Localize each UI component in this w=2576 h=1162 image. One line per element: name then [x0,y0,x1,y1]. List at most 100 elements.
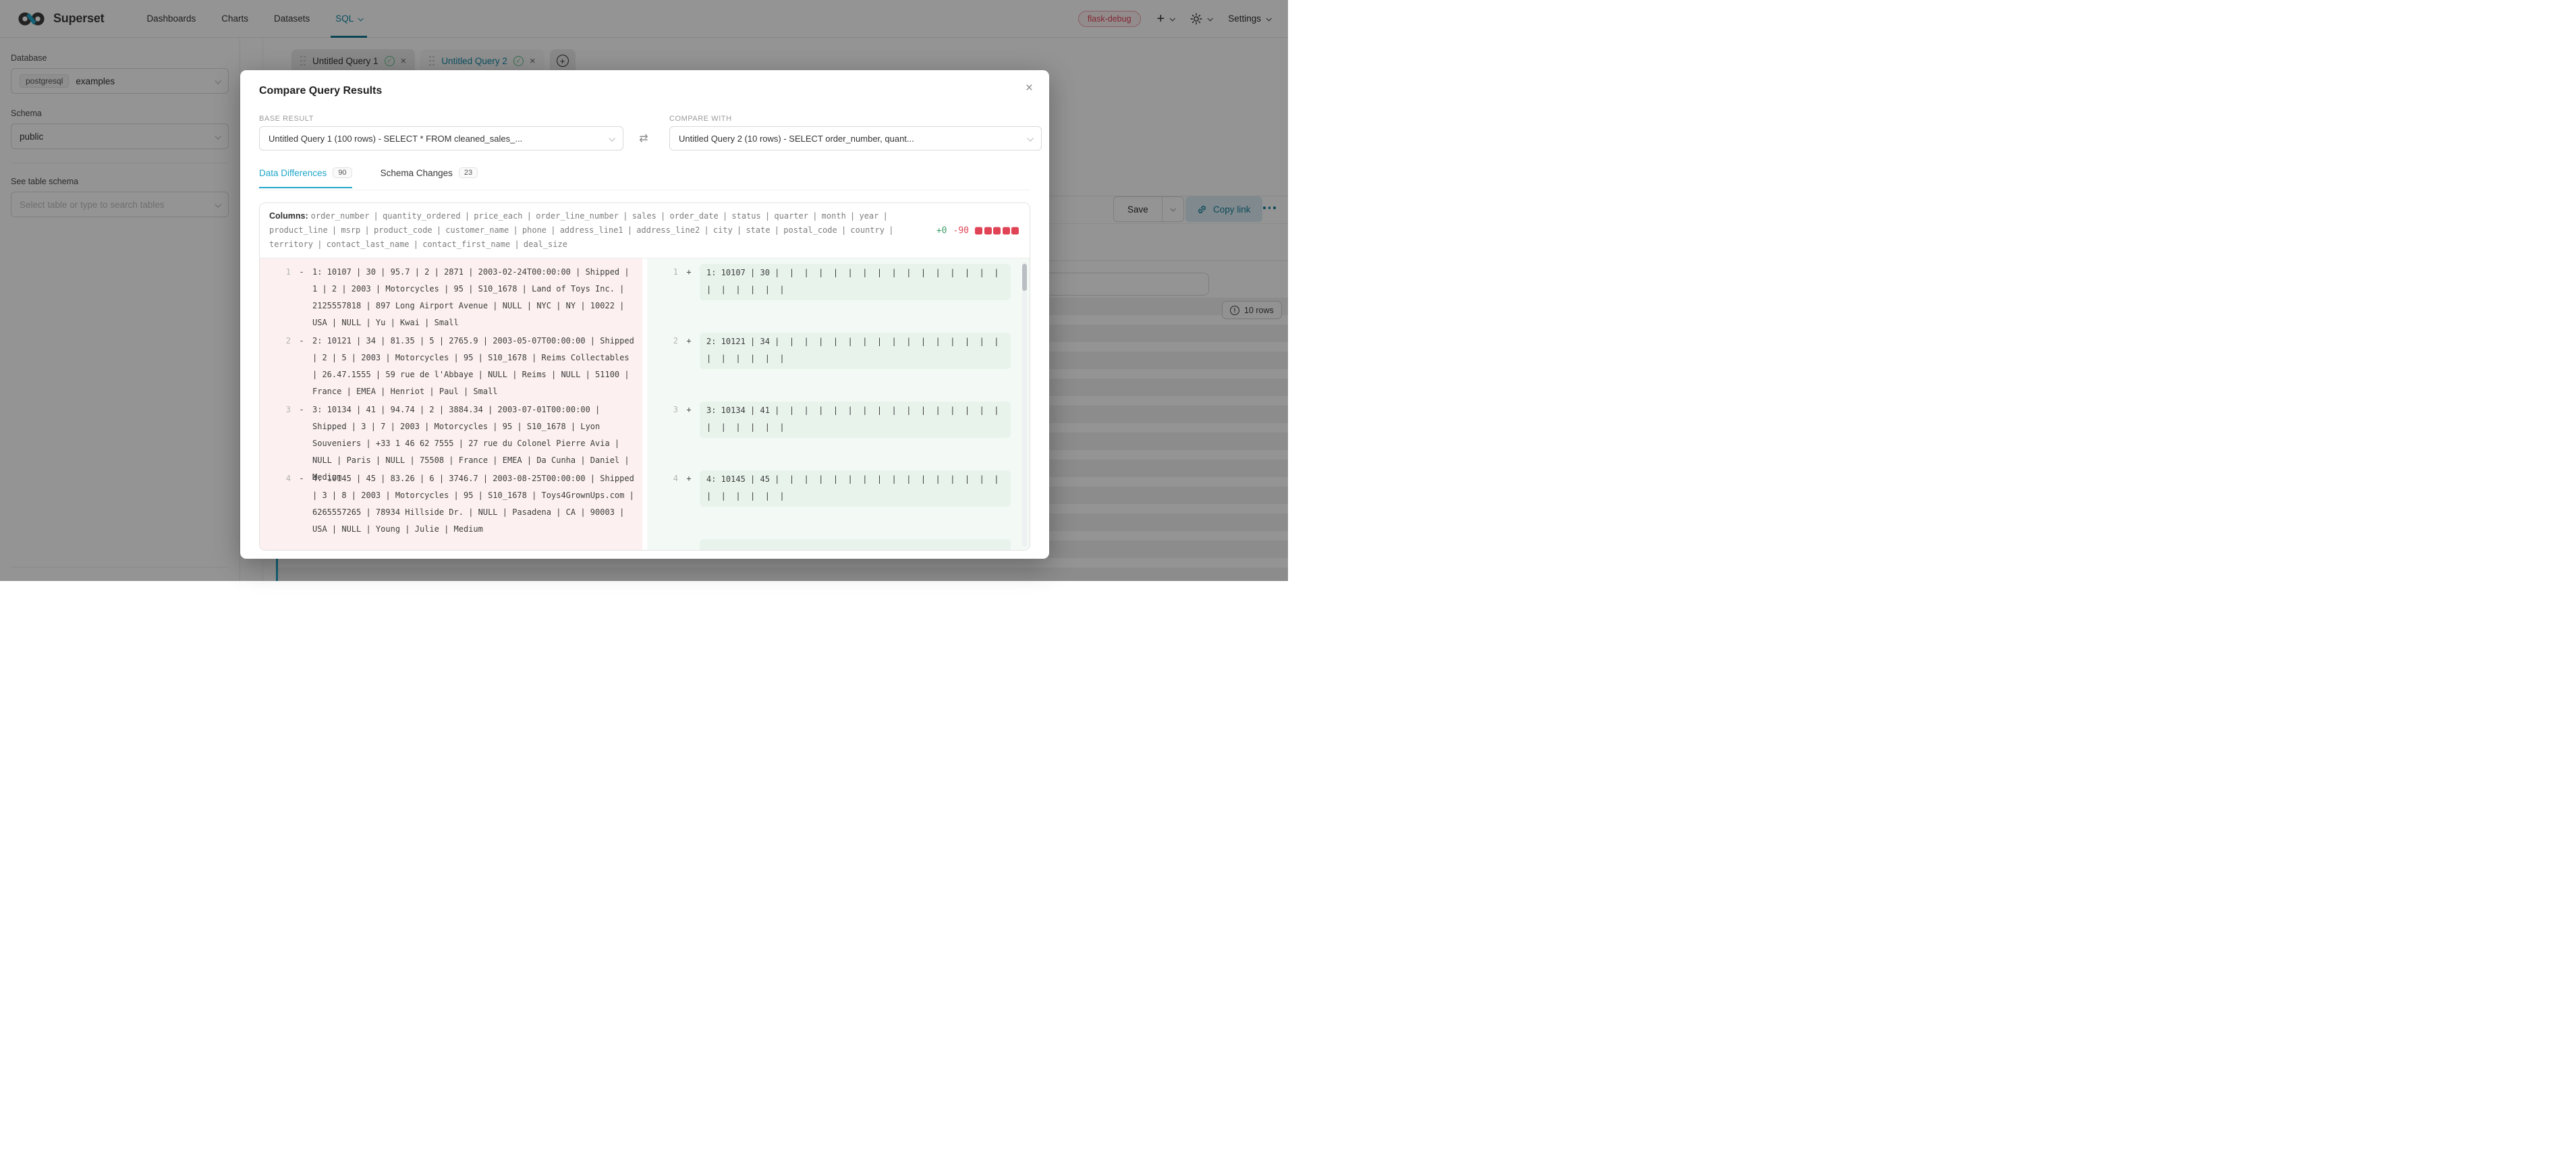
columns-label: Columns: [269,211,308,221]
diff-row [647,539,1030,550]
alert-circle-icon: ! [1230,305,1239,315]
nav-item-charts[interactable]: Charts [221,13,248,24]
diff-row: 4 +4: 10145 | 45 | | | | | | | | | | | | … [647,470,1030,539]
diff-highlight: 2: 10121 | 34 | | | | | | | | | | | | | … [700,333,1011,369]
base-result-label: BASE RESULT [259,115,314,123]
line-number: 2 [673,336,678,345]
query-tab-label: Untitled Query 2 [441,55,507,66]
diff-row-text: 3: 10134 | 41 | | | | | | | | | | | | | … [700,402,1030,470]
diff-row: 2 +2: 10121 | 34 | | | | | | | | | | | | … [647,333,1030,402]
added-count: +0 [936,225,947,236]
line-number: 1 [285,267,291,277]
query-tab-1[interactable]: Untitled Query 1 ✓ × [291,49,416,72]
save-dropdown-button[interactable] [1162,196,1184,222]
database-select[interactable]: postgresql examples [11,68,229,94]
scrollbar-thumb[interactable] [1022,264,1027,291]
diff-row: 3 +3: 10134 | 41 | | | | | | | | | | | | … [647,402,1030,470]
link-icon [1198,205,1206,213]
theme-toggle[interactable] [1190,13,1214,25]
diff-row-text: 3: 10134 | 41 | 94.74 | 2 | 3884.34 | 20… [312,405,634,482]
diff-row-text: 4: 10145 | 45 | | | | | | | | | | | | | … [700,470,1030,539]
close-modal-icon[interactable]: × [1025,81,1033,95]
diff-sign: - [299,405,304,414]
diff-sign: + [686,474,692,483]
check-circle-icon: ✓ [384,55,395,66]
query-tab-label: Untitled Query 1 [312,55,379,66]
modal-tabs: Data Differences 90 Schema Changes 23 [259,167,478,188]
removed-block-icon [975,227,982,234]
removed-block-icon [984,227,992,234]
nav-item-sql[interactable]: SQL [323,0,375,38]
diff-sign: + [686,405,692,414]
diff-sign: - [299,336,304,345]
data-differences-count: 90 [333,167,352,178]
tab-data-differences[interactable]: Data Differences 90 [259,167,352,188]
copy-link-button[interactable]: Copy link [1185,196,1262,222]
diff-row-text [700,539,1030,550]
environment-badge: flask-debug [1077,10,1141,27]
compare-query-results-modal: Compare Query Results × BASE RESULT Unti… [240,70,1049,559]
diff-base-panel: 1-1: 10107 | 30 | 95.7 | 2 | 2871 | 2003… [260,258,642,550]
removed-blocks-indicator [975,227,1019,234]
schema-label: Schema [11,109,42,118]
scrollbar-track [1022,262,1027,547]
diff-sign: - [299,474,304,483]
brand-name: Superset [53,11,105,25]
new-tab-button[interactable]: + [549,49,576,72]
diff-sign: + [686,267,692,277]
diff-sign: + [686,336,692,345]
diff-row: 4-4: 10145 | 45 | 83.26 | 6 | 3746.7 | 2… [260,470,642,539]
plus-icon: + [1156,11,1165,26]
diff-highlight: 1: 10107 | 30 | | | | | | | | | | | | | … [700,264,1011,300]
nav-item-datasets[interactable]: Datasets [274,13,310,24]
line-number: 3 [285,405,291,414]
more-actions-button[interactable] [1263,206,1276,209]
query-tab-2[interactable]: Untitled Query 2 ✓ × [420,49,544,72]
compare-with-select[interactable]: Untitled Query 2 (10 rows) - SELECT orde… [669,126,1042,150]
removed-block-icon [993,227,1001,234]
nav-item-dashboards[interactable]: Dashboards [146,13,196,24]
sql-lab-app: Superset Dashboards Charts Datasets SQL … [0,0,1288,581]
line-number: 2 [285,336,291,345]
diff-row-text: 1: 10107 | 30 | | | | | | | | | | | | | … [700,264,1030,333]
table-select-placeholder: Select table or type to search tables [20,199,165,210]
chevron-down-icon [1027,134,1034,142]
removed-block-icon [1002,227,1010,234]
diff-view: Columns: order_number | quantity_ordered … [259,202,1030,551]
diff-highlight [700,539,1011,550]
line-number: 4 [673,474,678,483]
chevron-down-icon [609,134,616,142]
drag-handle-icon [429,55,435,66]
line-number: 4 [285,474,291,483]
diff-row-text: 1: 10107 | 30 | 95.7 | 2 | 2871 | 2003-0… [312,267,634,327]
diff-sign: - [299,267,304,277]
diff-body: 1-1: 10107 | 30 | 95.7 | 2 | 2871 | 2003… [260,258,1030,550]
close-tab-icon[interactable]: × [400,55,407,67]
diff-highlight: 4: 10145 | 45 | | | | | | | | | | | | | … [700,470,1011,507]
superset-logo[interactable]: Superset [18,11,105,27]
base-result-select[interactable]: Untitled Query 1 (100 rows) - SELECT * F… [259,126,623,150]
swap-queries-icon[interactable]: ⇄ [639,133,648,144]
table-select[interactable]: Select table or type to search tables [11,192,229,217]
diff-row: 1-1: 10107 | 30 | 95.7 | 2 | 2871 | 2003… [260,264,642,333]
modal-title: Compare Query Results [259,85,383,96]
base-result-value: Untitled Query 1 (100 rows) - SELECT * F… [269,133,523,144]
removed-count: -90 [953,225,969,236]
line-number [647,539,678,550]
nav-right: flask-debug + Settings [1077,10,1272,27]
line-number: 1 [673,267,678,277]
diff-row: 2-2: 10121 | 34 | 81.35 | 5 | 2765.9 | 2… [260,333,642,402]
diff-row-text: 2: 10121 | 34 | 81.35 | 5 | 2765.9 | 200… [312,336,640,396]
sun-icon [1190,13,1202,24]
save-split-button: Save [1113,196,1184,222]
close-tab-icon[interactable]: × [529,55,536,67]
new-item-button[interactable]: + [1156,11,1176,26]
diff-row-text: 2: 10121 | 34 | | | | | | | | | | | | | … [700,333,1030,402]
tab-schema-changes[interactable]: Schema Changes 23 [381,167,478,188]
sqllab-sidebar: Database postgresql examples Schema publ… [0,38,240,581]
diff-columns-list: Columns: order_number | quantity_ordered … [269,211,894,249]
save-button[interactable]: Save [1113,196,1163,222]
settings-menu[interactable]: Settings [1228,13,1272,24]
schema-select[interactable]: public [11,123,229,149]
diff-columns-header: Columns: order_number | quantity_ordered … [260,203,1030,258]
